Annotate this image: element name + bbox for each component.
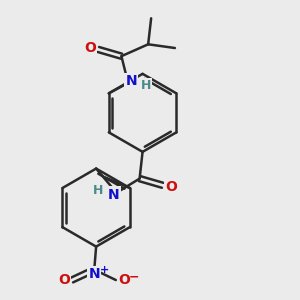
- Text: O: O: [58, 273, 70, 287]
- Text: H: H: [141, 80, 151, 92]
- Text: +: +: [100, 265, 109, 275]
- Text: −: −: [128, 271, 139, 284]
- Text: O: O: [165, 180, 177, 194]
- Text: N: N: [88, 267, 100, 281]
- Text: O: O: [118, 273, 130, 287]
- Text: N: N: [108, 188, 119, 202]
- Text: O: O: [84, 40, 96, 55]
- Text: N: N: [125, 74, 137, 88]
- Text: H: H: [93, 184, 103, 197]
